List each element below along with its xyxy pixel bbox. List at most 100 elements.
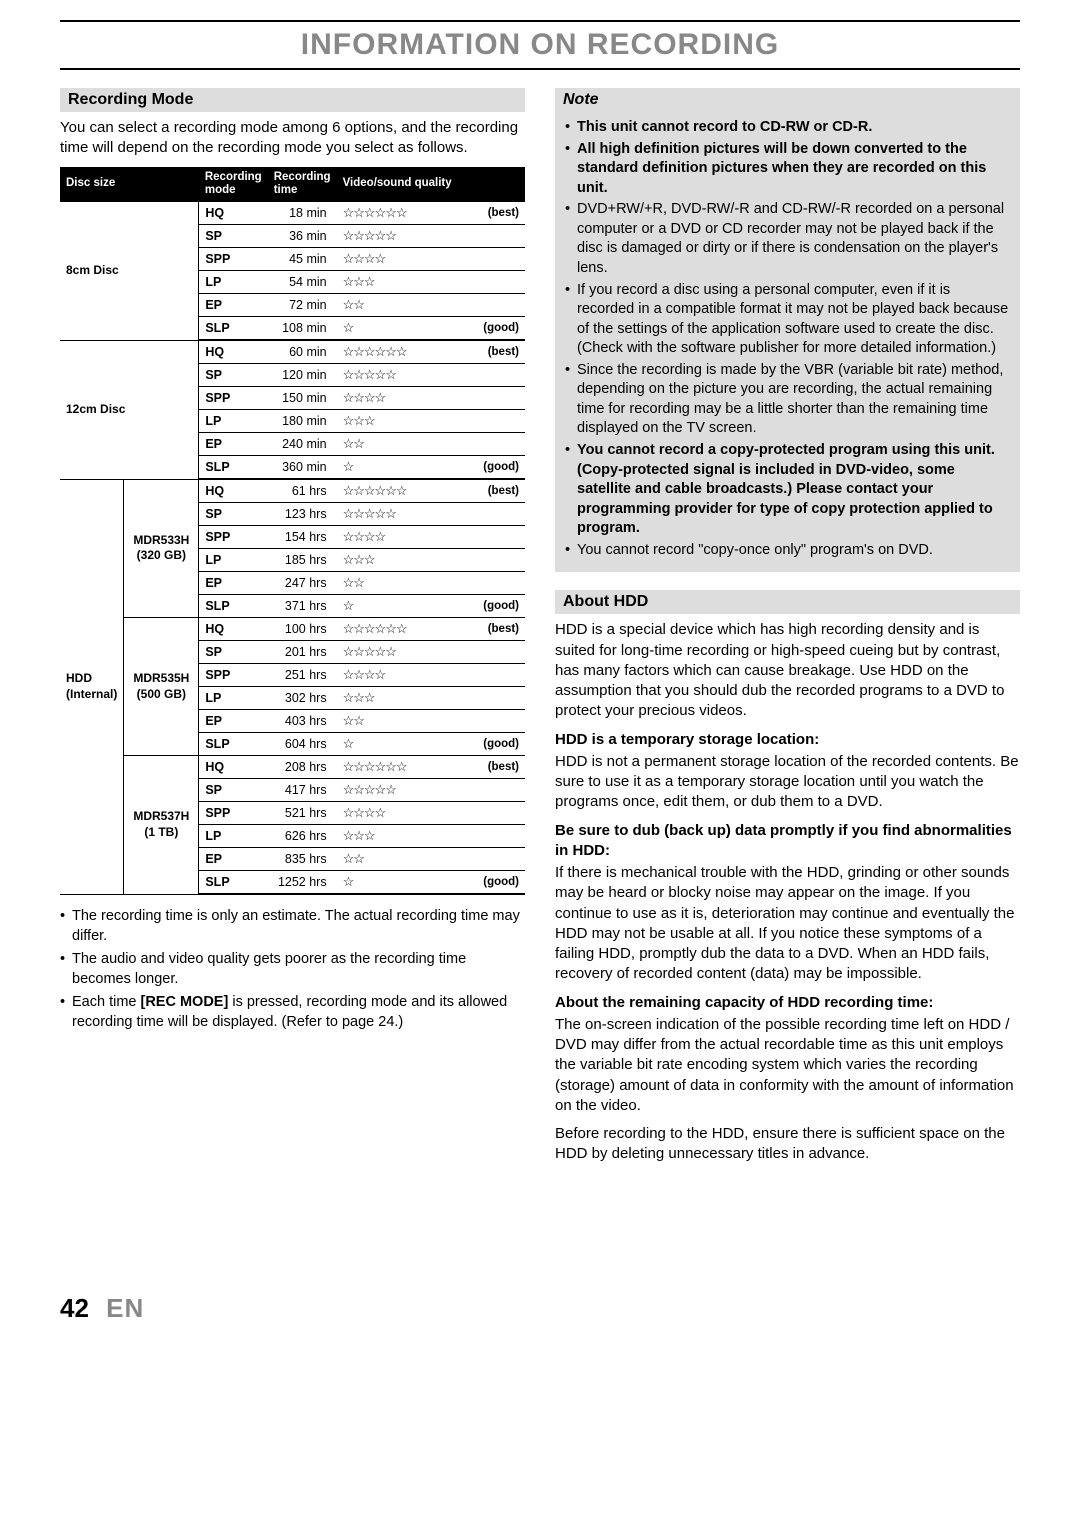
cell-mode: HQ (199, 618, 268, 641)
cell-quality-label (477, 848, 525, 871)
cell-mode: LP (199, 549, 268, 572)
cell-mode: SPP (199, 526, 268, 549)
cell-quality: ☆☆☆☆☆ (337, 225, 478, 248)
th-quality: Video/sound quality (337, 167, 525, 203)
cell-quality-label (477, 549, 525, 572)
cell-quality: ☆☆ (337, 710, 478, 733)
cell-quality: ☆☆☆ (337, 271, 478, 294)
cell-time: 54 min (268, 271, 337, 294)
cell-quality-label: (good) (477, 733, 525, 756)
cell-quality: ☆☆☆☆☆ (337, 503, 478, 526)
cell-quality-label: (good) (477, 456, 525, 480)
recording-mode-header: Recording Mode (60, 88, 525, 112)
cell-quality: ☆☆ (337, 433, 478, 456)
note-box-item: You cannot record "copy-once only" progr… (565, 541, 1010, 561)
page-title: INFORMATION ON RECORDING (60, 20, 1020, 70)
hdd-section-body: The on-screen indication of the possible… (555, 1015, 1020, 1116)
cell-mode: LP (199, 687, 268, 710)
cell-time: 150 min (268, 387, 337, 410)
cell-quality: ☆☆☆ (337, 687, 478, 710)
cell-time: 154 hrs (268, 526, 337, 549)
cell-time: 835 hrs (268, 848, 337, 871)
cell-time: 417 hrs (268, 779, 337, 802)
disc-label-hdd: HDD(Internal) (60, 479, 124, 894)
note-box-item: This unit cannot record to CD-RW or CD-R… (565, 118, 1010, 138)
th-rec-mode: Recording mode (199, 167, 268, 203)
cell-mode: SPP (199, 664, 268, 687)
cell-time: 108 min (268, 317, 337, 341)
note-box-item: If you record a disc using a personal co… (565, 281, 1010, 359)
cell-quality: ☆☆☆☆ (337, 664, 478, 687)
page-lang: EN (106, 1293, 144, 1323)
cell-quality: ☆☆☆☆☆ (337, 364, 478, 387)
cell-mode: SPP (199, 802, 268, 825)
disc-sublabel: MDR533H(320 GB) (124, 479, 199, 618)
cell-quality-label (477, 641, 525, 664)
cell-quality: ☆☆ (337, 294, 478, 317)
cell-mode: SLP (199, 317, 268, 341)
cell-time: 251 hrs (268, 664, 337, 687)
note-header: Note (555, 88, 1020, 112)
cell-mode: HQ (199, 479, 268, 503)
cell-mode: EP (199, 710, 268, 733)
cell-quality-label (477, 687, 525, 710)
left-column: Recording Mode You can select a recordin… (60, 88, 525, 1173)
th-disc-size: Disc size (60, 167, 199, 203)
cell-time: 100 hrs (268, 618, 337, 641)
cell-quality: ☆ (337, 317, 478, 341)
cell-quality-label (477, 825, 525, 848)
cell-quality: ☆☆☆☆ (337, 248, 478, 271)
cell-mode: EP (199, 294, 268, 317)
cell-quality-label (477, 572, 525, 595)
cell-quality: ☆☆☆☆☆ (337, 779, 478, 802)
hdd-section-title: HDD is a temporary storage location: (555, 730, 1020, 750)
cell-quality-label: (good) (477, 317, 525, 341)
cell-mode: LP (199, 271, 268, 294)
cell-time: 185 hrs (268, 549, 337, 572)
cell-quality-label (477, 410, 525, 433)
cell-time: 201 hrs (268, 641, 337, 664)
note-box: This unit cannot record to CD-RW or CD-R… (555, 112, 1020, 572)
cell-quality-label: (best) (477, 756, 525, 779)
cell-quality: ☆☆☆☆ (337, 526, 478, 549)
cell-mode: HQ (199, 340, 268, 364)
disc-label: 12cm Disc (60, 340, 199, 479)
cell-quality-label: (good) (477, 871, 525, 895)
cell-quality-label: (best) (477, 340, 525, 364)
cell-quality: ☆ (337, 456, 478, 480)
note-item: The recording time is only an estimate. … (60, 907, 525, 946)
hdd-section-title: Be sure to dub (back up) data promptly i… (555, 821, 1020, 862)
cell-quality: ☆☆☆ (337, 410, 478, 433)
cell-mode: LP (199, 410, 268, 433)
recording-mode-intro: You can select a recording mode among 6 … (60, 118, 525, 159)
cell-time: 180 min (268, 410, 337, 433)
cell-mode: SLP (199, 733, 268, 756)
cell-quality: ☆☆☆☆ (337, 802, 478, 825)
note-item: Each time [REC MODE] is pressed, recordi… (60, 993, 525, 1032)
cell-mode: SLP (199, 871, 268, 895)
cell-quality-label (477, 225, 525, 248)
cell-quality-label (477, 779, 525, 802)
content-columns: Recording Mode You can select a recordin… (60, 88, 1020, 1173)
cell-mode: EP (199, 848, 268, 871)
hdd-section-title: About the remaining capacity of HDD reco… (555, 993, 1020, 1013)
page-footer: 42 EN (60, 1293, 1020, 1324)
cell-quality-label (477, 433, 525, 456)
cell-time: 61 hrs (268, 479, 337, 503)
cell-time: 72 min (268, 294, 337, 317)
hdd-section-body: HDD is not a permanent storage location … (555, 752, 1020, 813)
cell-quality: ☆☆☆☆☆ (337, 641, 478, 664)
about-hdd-header: About HDD (555, 590, 1020, 614)
hdd-intro: HDD is a special device which has high r… (555, 620, 1020, 721)
cell-time: 626 hrs (268, 825, 337, 848)
cell-quality: ☆☆ (337, 848, 478, 871)
cell-time: 604 hrs (268, 733, 337, 756)
note-box-item: All high definition pictures will be dow… (565, 140, 1010, 199)
cell-mode: SLP (199, 595, 268, 618)
cell-quality: ☆ (337, 871, 478, 895)
cell-mode: SP (199, 503, 268, 526)
th-rec-time: Recording time (268, 167, 337, 203)
cell-mode: SP (199, 641, 268, 664)
cell-quality: ☆☆☆☆☆☆ (337, 756, 478, 779)
cell-time: 60 min (268, 340, 337, 364)
